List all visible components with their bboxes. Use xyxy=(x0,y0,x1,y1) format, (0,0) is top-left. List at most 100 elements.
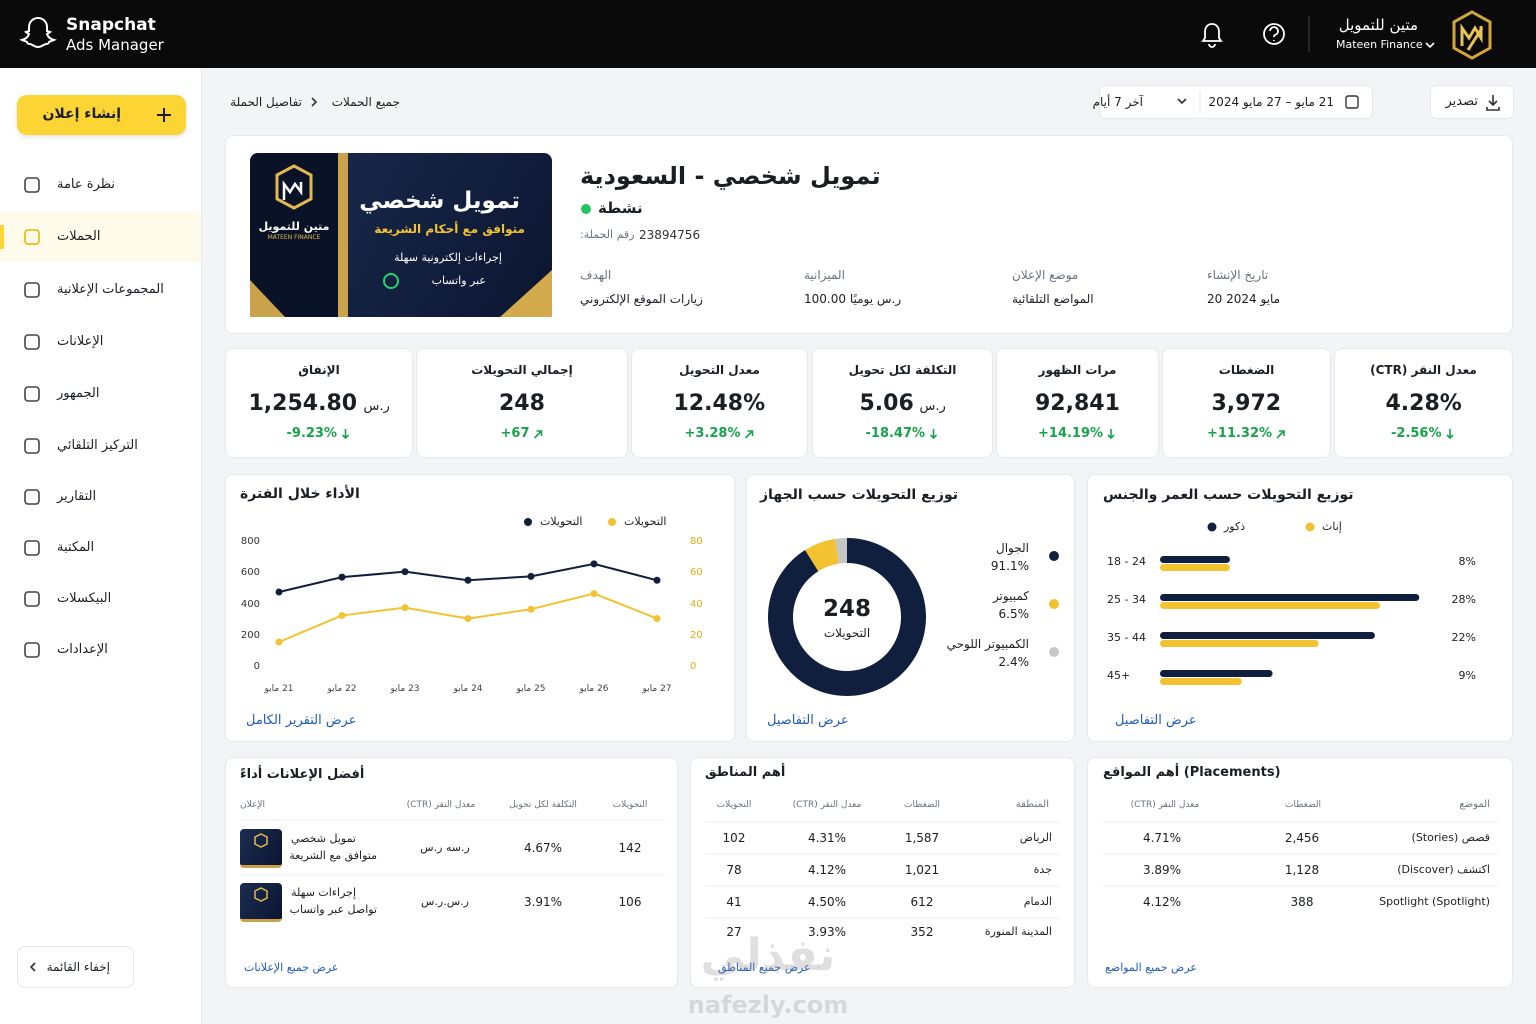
nav-item[interactable]: الحملات xyxy=(57,228,101,244)
nav-item[interactable]: التركيز التلقائي xyxy=(57,437,138,453)
kpi-label: معدل التحويل xyxy=(679,362,760,377)
view-link[interactable]: عرض جميع المواضع xyxy=(1105,961,1197,975)
x-tick-label: 23 مايو xyxy=(390,683,420,694)
total-label: 9% xyxy=(1458,669,1476,683)
table-cell: ر.س.ر.س xyxy=(421,895,469,909)
donut-center-label: التحويلات xyxy=(823,625,871,640)
total-label: 8% xyxy=(1458,555,1476,569)
view-link[interactable]: عرض جميع المناطق xyxy=(718,961,811,975)
y-tick-label: 45+ xyxy=(1107,669,1131,683)
column-header: الإعلان xyxy=(240,799,265,810)
kpi-card xyxy=(631,348,808,458)
kpi-card xyxy=(996,348,1159,458)
legend-label: التحويلات xyxy=(540,515,583,529)
campaign-title: تمويل شخصي - السعودية xyxy=(580,162,881,191)
y-tick-label: 35 - 44 xyxy=(1107,631,1146,645)
breadcrumb-item[interactable]: جميع الحملات xyxy=(331,94,400,109)
banner-subtitle: متوافق مع أحكام الشريعة xyxy=(374,221,525,236)
chart-title: توزيع التحويلات حسب الجهاز xyxy=(760,487,958,504)
banner-title: تمويل شخصي xyxy=(359,187,520,214)
kpi-card xyxy=(416,348,628,458)
table-title: أهم المناطق xyxy=(705,764,786,780)
account-sub: Mateen Finance xyxy=(1336,38,1423,52)
active-nav-bg xyxy=(0,212,201,262)
export-label[interactable]: تصدير xyxy=(1445,93,1478,109)
view-link[interactable]: عرض التقرير الكامل xyxy=(246,712,357,728)
ad-thumbnail xyxy=(240,883,282,922)
kpi-value: 92,841 xyxy=(1035,390,1120,416)
y2-tick-label: 40 xyxy=(690,598,703,610)
y-tick-label: 400 xyxy=(240,598,260,610)
chart-title: توزيع التحويلات حسب العمر والجنس xyxy=(1103,487,1354,504)
kpi-value: 12.48% xyxy=(673,390,766,416)
nav-item[interactable]: نظرة عامة xyxy=(57,176,116,192)
kpi-unit: ر.س xyxy=(919,398,946,414)
kpi-unit: ر.س xyxy=(363,398,390,414)
table-cell: 352 xyxy=(910,924,934,939)
y-tick-label: 800 xyxy=(240,536,260,547)
view-link[interactable]: عرض جميع الإعلانات xyxy=(244,961,339,975)
table-card xyxy=(1087,757,1513,988)
campaign-id: 23894756 xyxy=(639,227,701,242)
date-range[interactable]: 21 مايو – 27 مايو 2024 xyxy=(1208,94,1334,109)
nav-item[interactable]: التقارير xyxy=(57,488,97,504)
top-bar xyxy=(0,0,1536,68)
table-cell: 4.12% xyxy=(1142,894,1182,909)
view-link[interactable]: عرض التفاصيل xyxy=(1115,712,1197,728)
column-header: معدل النقر (CTR) xyxy=(1130,799,1200,810)
legend-label: الكمبيوتر اللوحي xyxy=(946,636,1029,651)
legend-label: إناث xyxy=(1322,520,1342,534)
column-header: التكلفة لكل تحويل xyxy=(509,799,577,810)
table-cell: قصص (Stories) xyxy=(1411,831,1490,845)
export-button[interactable] xyxy=(1430,85,1514,119)
detail-value: 20 مايو 2024 xyxy=(1207,291,1281,306)
x-tick-label: 27 مايو xyxy=(642,683,672,694)
table-cell: جدة xyxy=(1033,863,1052,877)
nav-item[interactable]: المكتبة xyxy=(57,539,95,555)
y-tick-label: 600 xyxy=(240,567,260,579)
table-title: أفضل الإعلانات أداءً xyxy=(240,766,365,782)
kpi-label: معدل النقر (CTR) xyxy=(1370,362,1477,377)
banner-brand: متين للتمويل xyxy=(258,220,330,234)
table-cell: المدينة المنورة xyxy=(984,925,1052,939)
kpi-label: مرات الظهور xyxy=(1038,362,1117,377)
nav-item[interactable]: المجموعات الإعلانية xyxy=(57,281,164,297)
table-cell: الدمام xyxy=(1023,895,1052,909)
nav-item[interactable]: الإعلانات xyxy=(57,333,104,349)
kpi-label: الإنفاق xyxy=(298,362,340,377)
kpi-change: -18.47% xyxy=(865,425,926,441)
collapse-label[interactable]: إخفاء القائمة xyxy=(46,959,110,974)
kpi-change: -9.23% xyxy=(286,425,338,441)
table-cell: 1,128 xyxy=(1284,862,1320,877)
legend-label: كمبيوتر xyxy=(992,588,1029,603)
y2-tick-label: 20 xyxy=(690,629,703,641)
table-cell: 4.31% xyxy=(807,830,847,845)
legend-value: 2.4% xyxy=(998,654,1030,669)
nav-item[interactable]: الجمهور xyxy=(57,385,100,401)
kpi-label: التكلفة لكل تحويل xyxy=(848,362,957,377)
table-title: أهم المواقع (Placements) xyxy=(1103,764,1281,780)
detail-value: 100.00 ر.س يوميًا xyxy=(804,291,902,306)
table-cell: 106 xyxy=(618,894,642,909)
watermark: nafezly.com xyxy=(687,991,849,1020)
create-ad-label[interactable]: إنشاء إعلان xyxy=(42,106,121,123)
total-label: 22% xyxy=(1451,631,1476,645)
nav-item[interactable]: البيكسلات xyxy=(57,590,112,606)
y-tick-label: 200 xyxy=(240,629,260,641)
table-cell: 102 xyxy=(722,830,746,845)
view-link[interactable]: عرض التفاصيل xyxy=(767,712,849,728)
kpi-change: +67 xyxy=(500,425,530,441)
legend-value: 6.5% xyxy=(998,606,1030,621)
table-cell: الرياض xyxy=(1019,831,1052,845)
detail-label: الميزانية xyxy=(804,267,845,282)
nav-item[interactable]: الإعدادات xyxy=(57,641,108,657)
column-header: معدل النقر (CTR) xyxy=(406,799,476,810)
collapse-button[interactable] xyxy=(17,946,134,988)
table-cell: 1,587 xyxy=(904,830,940,845)
ad-name: تمويل شخصي xyxy=(290,832,356,846)
column-header: الموضع xyxy=(1459,799,1490,810)
period-select[interactable]: آخر 7 أيام xyxy=(1092,94,1143,109)
y-tick-label: 18 - 24 xyxy=(1107,555,1146,569)
date-picker[interactable] xyxy=(1099,85,1373,119)
kpi-label: إجمالي التحويلات xyxy=(471,362,573,377)
